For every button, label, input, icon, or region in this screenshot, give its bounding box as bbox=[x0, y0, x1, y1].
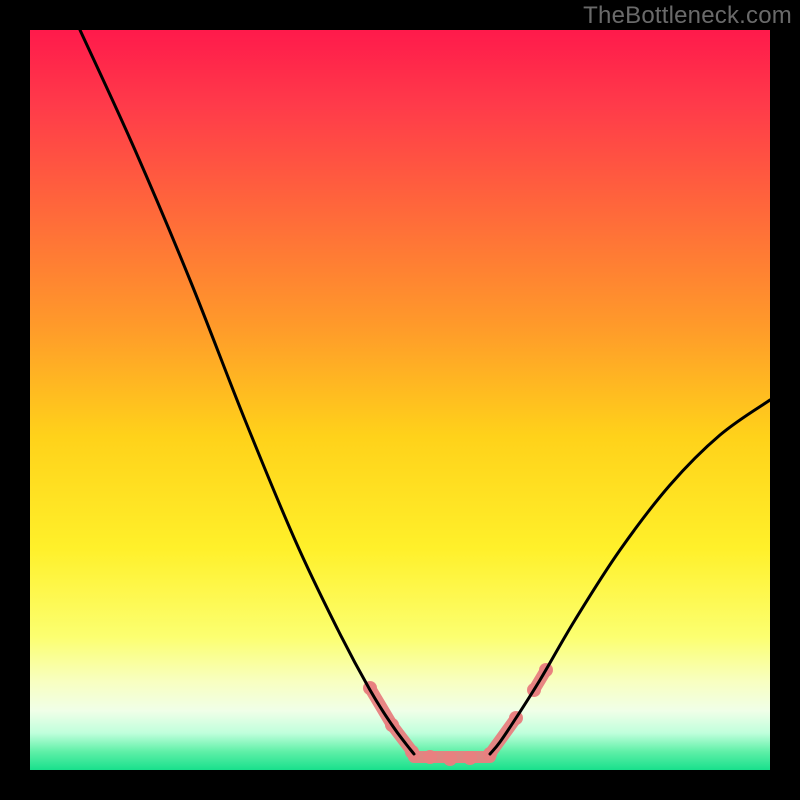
curve-right-branch bbox=[490, 400, 770, 754]
trough-dot bbox=[423, 750, 437, 764]
trough-marker bbox=[363, 663, 553, 766]
plot-area bbox=[30, 30, 770, 770]
curve-left-branch bbox=[80, 30, 414, 754]
trough-dot bbox=[463, 751, 477, 765]
stage: TheBottleneck.com bbox=[0, 0, 800, 800]
watermark-text: TheBottleneck.com bbox=[583, 2, 792, 30]
curve-layer bbox=[30, 30, 770, 770]
trough-dot bbox=[443, 752, 457, 766]
